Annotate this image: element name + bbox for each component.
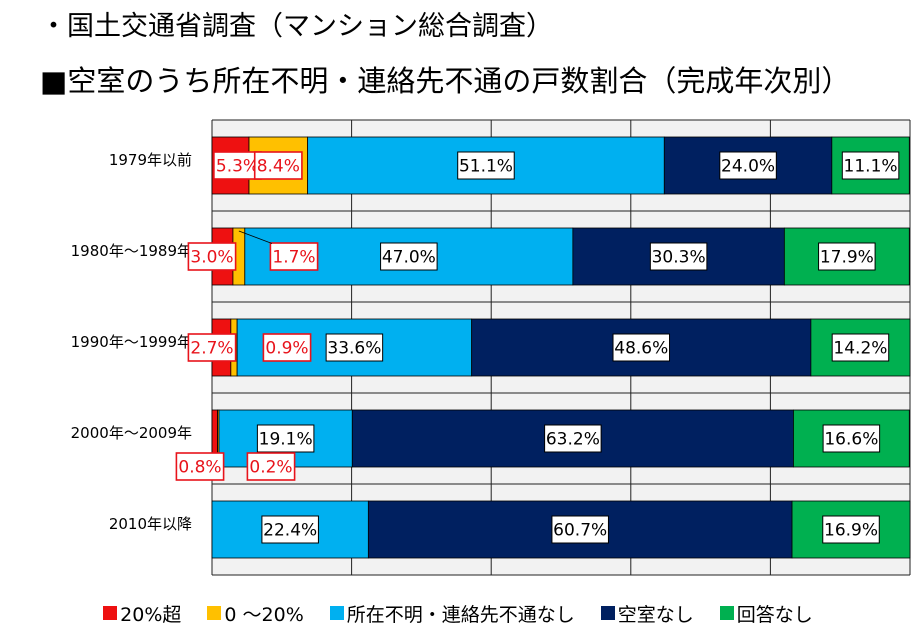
data-label: 33.6%: [327, 339, 381, 359]
data-label: 30.3%: [652, 248, 706, 268]
data-label: 19.1%: [259, 430, 313, 450]
data-label-box: [551, 515, 609, 544]
category-label: 1980年～1989年: [71, 242, 192, 260]
data-label-box: [831, 333, 890, 362]
data-label: 0.9%: [265, 339, 308, 359]
legend-item: 空室なし: [600, 598, 694, 628]
data-label: 24.0%: [721, 157, 775, 177]
data-label-box: [841, 151, 900, 180]
data-label-box: [269, 242, 319, 271]
data-label: 5.3%: [216, 157, 259, 177]
stacked-bar-chart: 1979年以前 1980年～1989年 1990年～1999年 2000年～2009年…: [71, 119, 911, 576]
category-label: 2000年～2009年: [71, 424, 192, 442]
data-label-box: [213, 151, 262, 180]
data-label: 11.1%: [844, 157, 898, 177]
legend-label: 空室なし: [617, 603, 694, 626]
data-label: 14.2%: [833, 339, 887, 359]
data-label: 48.6%: [614, 339, 668, 359]
data-label-box: [246, 452, 296, 481]
data-label: 47.0%: [382, 248, 436, 268]
data-label-box: [719, 151, 777, 180]
data-label: 2.7%: [190, 339, 233, 359]
data-label: 8.4%: [257, 157, 300, 177]
data-label-box: [261, 515, 319, 544]
legend-item: 0 ～20%: [207, 598, 304, 628]
legend-label: 回答なし: [736, 603, 813, 626]
data-label: 60.7%: [553, 521, 607, 541]
data-label-box: [544, 424, 602, 453]
data-label-box: [457, 151, 515, 180]
data-label: 51.1%: [459, 157, 513, 177]
legend-swatch: [719, 606, 734, 620]
data-label-box: [380, 242, 438, 271]
legend-label: 0 ～20%: [224, 603, 304, 626]
category-label: 1990年～1999年: [71, 333, 192, 351]
data-label-box: [187, 242, 237, 271]
data-label: 3.0%: [190, 248, 233, 268]
category-label: 1979年以前: [109, 151, 192, 169]
legend-swatch: [600, 606, 615, 620]
legend-swatch: [207, 606, 222, 620]
data-label-box: [262, 333, 312, 362]
data-label-box: [822, 515, 880, 544]
chart-title: ■空室のうち所在不明・連絡先不通の戸数割合（完成年次別）: [40, 64, 851, 98]
data-label-box: [612, 333, 671, 362]
category-label: 2010年以降: [109, 515, 192, 533]
legend-label: 20%超: [120, 603, 182, 626]
data-label: 0.2%: [249, 458, 292, 478]
data-label-box: [187, 333, 237, 362]
legend-swatch: [329, 606, 344, 620]
data-label: 22.4%: [263, 521, 317, 541]
data-label-box: [175, 452, 225, 481]
legend-item: 所在不明・連絡先不通なし: [329, 598, 575, 628]
data-label-box: [822, 424, 881, 453]
data-label: 17.9%: [820, 248, 874, 268]
data-label-box: [649, 242, 708, 271]
legend-swatch: [103, 606, 118, 620]
data-label-box: [256, 424, 315, 453]
data-label: 0.8%: [178, 458, 221, 478]
data-label-box: [325, 333, 384, 362]
legend-item: 20%超: [103, 598, 181, 628]
legend-item: 回答なし: [719, 598, 813, 628]
page-title: ・国土交通省調査（マンション総合調査）: [40, 11, 553, 42]
data-label-box: [818, 242, 876, 271]
legend-label: 所在不明・連絡先不通なし: [346, 603, 575, 626]
chart-legend: 20%超 0 ～20% 所在不明・連絡先不通なし 空室なし 回答なし: [0, 598, 916, 628]
data-label-box: [253, 151, 303, 180]
data-label: 63.2%: [546, 430, 600, 450]
data-label: 16.6%: [824, 430, 878, 450]
leader-line: [238, 230, 273, 244]
data-label: 1.7%: [272, 248, 315, 268]
data-label: 16.9%: [824, 521, 878, 541]
